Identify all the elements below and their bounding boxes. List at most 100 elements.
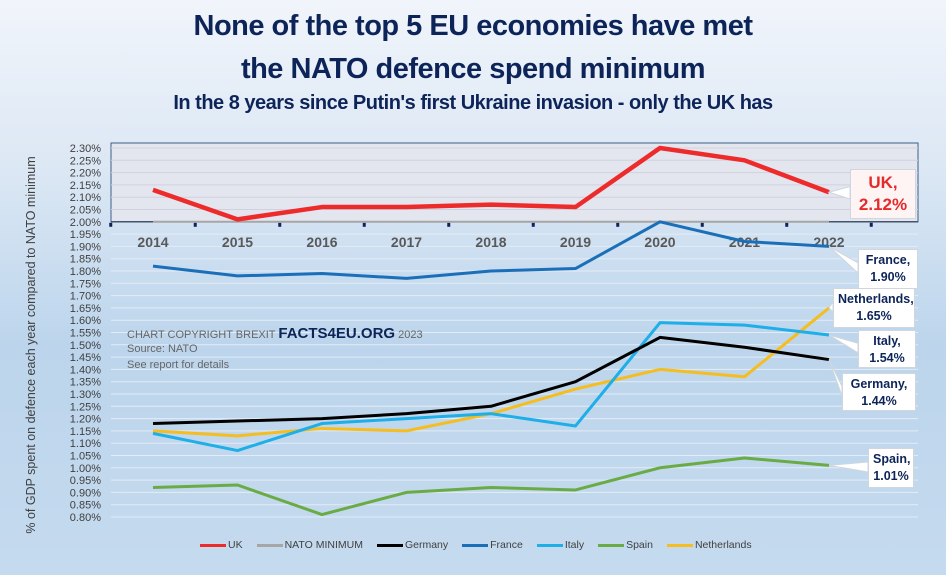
series-line-france bbox=[152, 220, 830, 280]
legend-label: Spain bbox=[626, 539, 653, 551]
y-tick-label: 0.95% bbox=[70, 475, 101, 487]
x-tick-mark bbox=[447, 222, 451, 227]
y-tick-label: 1.00% bbox=[70, 463, 101, 475]
credit-brand: FACTS4EU.ORG bbox=[278, 325, 396, 342]
x-tick-label: 2017 bbox=[391, 234, 422, 250]
details-note: See report for details bbox=[127, 359, 230, 371]
data-label-netherlands: Netherlands, 1.65% bbox=[833, 288, 915, 328]
y-tick-label: 1.75% bbox=[70, 278, 101, 290]
x-tick-mark bbox=[700, 222, 704, 227]
data-label-value: 1.90% bbox=[870, 270, 906, 284]
x-tick-label: 2016 bbox=[306, 234, 337, 250]
y-tick-label: 2.05% bbox=[70, 205, 101, 217]
x-tick-mark bbox=[869, 222, 873, 227]
y-tick-label: 1.30% bbox=[70, 389, 101, 401]
y-tick-label: 1.35% bbox=[70, 377, 101, 389]
legend-swatch bbox=[376, 543, 403, 547]
x-tick-label: 2014 bbox=[137, 234, 168, 250]
y-tick-label: 1.55% bbox=[70, 328, 101, 340]
chart-title-line-1: None of the top 5 EU economies have met bbox=[193, 10, 754, 42]
data-label-germany: Germany, 1.44% bbox=[842, 373, 916, 411]
y-tick-label: 1.15% bbox=[70, 426, 101, 438]
y-tick-label: 1.85% bbox=[70, 254, 101, 266]
data-label-value: 2.12% bbox=[858, 195, 908, 214]
y-tick-label: 2.20% bbox=[70, 168, 101, 180]
data-label-value: 1.44% bbox=[861, 394, 897, 408]
y-tick-label: 1.05% bbox=[70, 451, 101, 463]
chart-legend: UK NATO MINIMUM Germany France Italy Spain Net… bbox=[200, 537, 752, 553]
legend-item-italy: Italy bbox=[536, 539, 585, 551]
x-tick-mark bbox=[616, 222, 620, 227]
legend-swatch bbox=[666, 543, 693, 547]
x-tick-mark bbox=[109, 222, 113, 227]
legend-item-netherlands: Netherlands bbox=[666, 539, 752, 551]
legend-item-germany: Germany bbox=[376, 539, 449, 551]
legend-label: Netherlands bbox=[694, 539, 752, 551]
credit-year: 2023 bbox=[398, 329, 423, 341]
y-tick-label: 0.85% bbox=[70, 500, 101, 512]
nato-target-zone-panel bbox=[110, 142, 919, 223]
y-tick-label: 1.10% bbox=[70, 438, 101, 450]
x-tick-mark bbox=[278, 222, 282, 227]
x-tick-mark bbox=[193, 222, 197, 227]
callout-pointer-germany bbox=[828, 359, 843, 396]
series-lines bbox=[152, 145, 830, 517]
data-label-name: UK, bbox=[868, 173, 898, 192]
x-tick-mark bbox=[785, 222, 789, 227]
y-tick-label: 1.50% bbox=[70, 340, 101, 352]
y-tick-label: 1.45% bbox=[70, 352, 101, 364]
series-line-spain bbox=[152, 456, 830, 517]
legend-swatch bbox=[256, 543, 283, 547]
x-tick-label: 2015 bbox=[222, 234, 253, 250]
x-tick-label: 2019 bbox=[560, 234, 591, 250]
x-tick-mark bbox=[362, 222, 366, 227]
y-tick-label: 1.25% bbox=[70, 401, 101, 413]
legend-label: NATO MINIMUM bbox=[284, 539, 363, 551]
data-label-italy: Italy, 1.54% bbox=[858, 330, 916, 368]
callout-pointer-france bbox=[828, 245, 859, 275]
legend-swatch bbox=[536, 543, 563, 547]
y-tick-label: 2.30% bbox=[70, 143, 101, 155]
callout-pointer-italy bbox=[828, 334, 859, 354]
data-label-spain: Spain, 1.01% bbox=[868, 448, 914, 488]
y-tick-label: 2.15% bbox=[70, 180, 101, 192]
y-tick-label: 0.80% bbox=[70, 512, 101, 524]
data-label-name: Netherlands, bbox=[838, 292, 914, 306]
data-label-france: France, 1.90% bbox=[858, 249, 918, 289]
y-tick-label: 1.95% bbox=[70, 229, 101, 241]
legend-item-spain: Spain bbox=[598, 539, 653, 551]
y-tick-label: 1.65% bbox=[70, 303, 101, 315]
x-tick-label: 2018 bbox=[475, 234, 506, 250]
legend-item-nato-minimum: NATO MINIMUM bbox=[256, 539, 363, 551]
legend-label: France bbox=[490, 539, 523, 551]
data-label-name: France, bbox=[865, 253, 911, 267]
y-tick-label: 2.25% bbox=[70, 155, 101, 167]
y-tick-label: 1.40% bbox=[70, 364, 101, 376]
y-tick-label: 2.00% bbox=[70, 217, 101, 229]
legend-label: Italy bbox=[564, 539, 585, 551]
legend-label: UK bbox=[228, 539, 243, 551]
x-tick-mark bbox=[531, 222, 535, 227]
callout-pointer-spain bbox=[828, 461, 869, 473]
y-tick-label: 1.70% bbox=[70, 291, 101, 303]
callout-leaders bbox=[827, 185, 869, 473]
x-tick-label: 2022 bbox=[813, 234, 844, 250]
legend-swatch bbox=[200, 543, 226, 547]
legend-swatch bbox=[462, 543, 489, 547]
data-label-value: 1.65% bbox=[856, 309, 892, 323]
legend-item-france: France bbox=[462, 539, 523, 551]
data-label-value: 1.54% bbox=[869, 351, 905, 365]
data-label-name: Spain, bbox=[873, 452, 911, 466]
legend-item-uk: UK bbox=[200, 539, 243, 551]
y-tick-label: 1.60% bbox=[70, 315, 101, 327]
series-line-germany bbox=[152, 335, 830, 426]
data-label-name: Italy, bbox=[873, 334, 901, 348]
credit-prefix: CHART COPYRIGHT BREXIT bbox=[127, 329, 276, 341]
data-label-name: Germany, bbox=[850, 377, 908, 391]
y-tick-label: 1.90% bbox=[70, 241, 101, 253]
chart-subtitle: In the 8 years since Putin's first Ukrai… bbox=[173, 92, 773, 114]
y-tick-label: 1.80% bbox=[70, 266, 101, 278]
x-tick-label: 2020 bbox=[644, 234, 675, 250]
legend-label: Germany bbox=[404, 539, 449, 551]
